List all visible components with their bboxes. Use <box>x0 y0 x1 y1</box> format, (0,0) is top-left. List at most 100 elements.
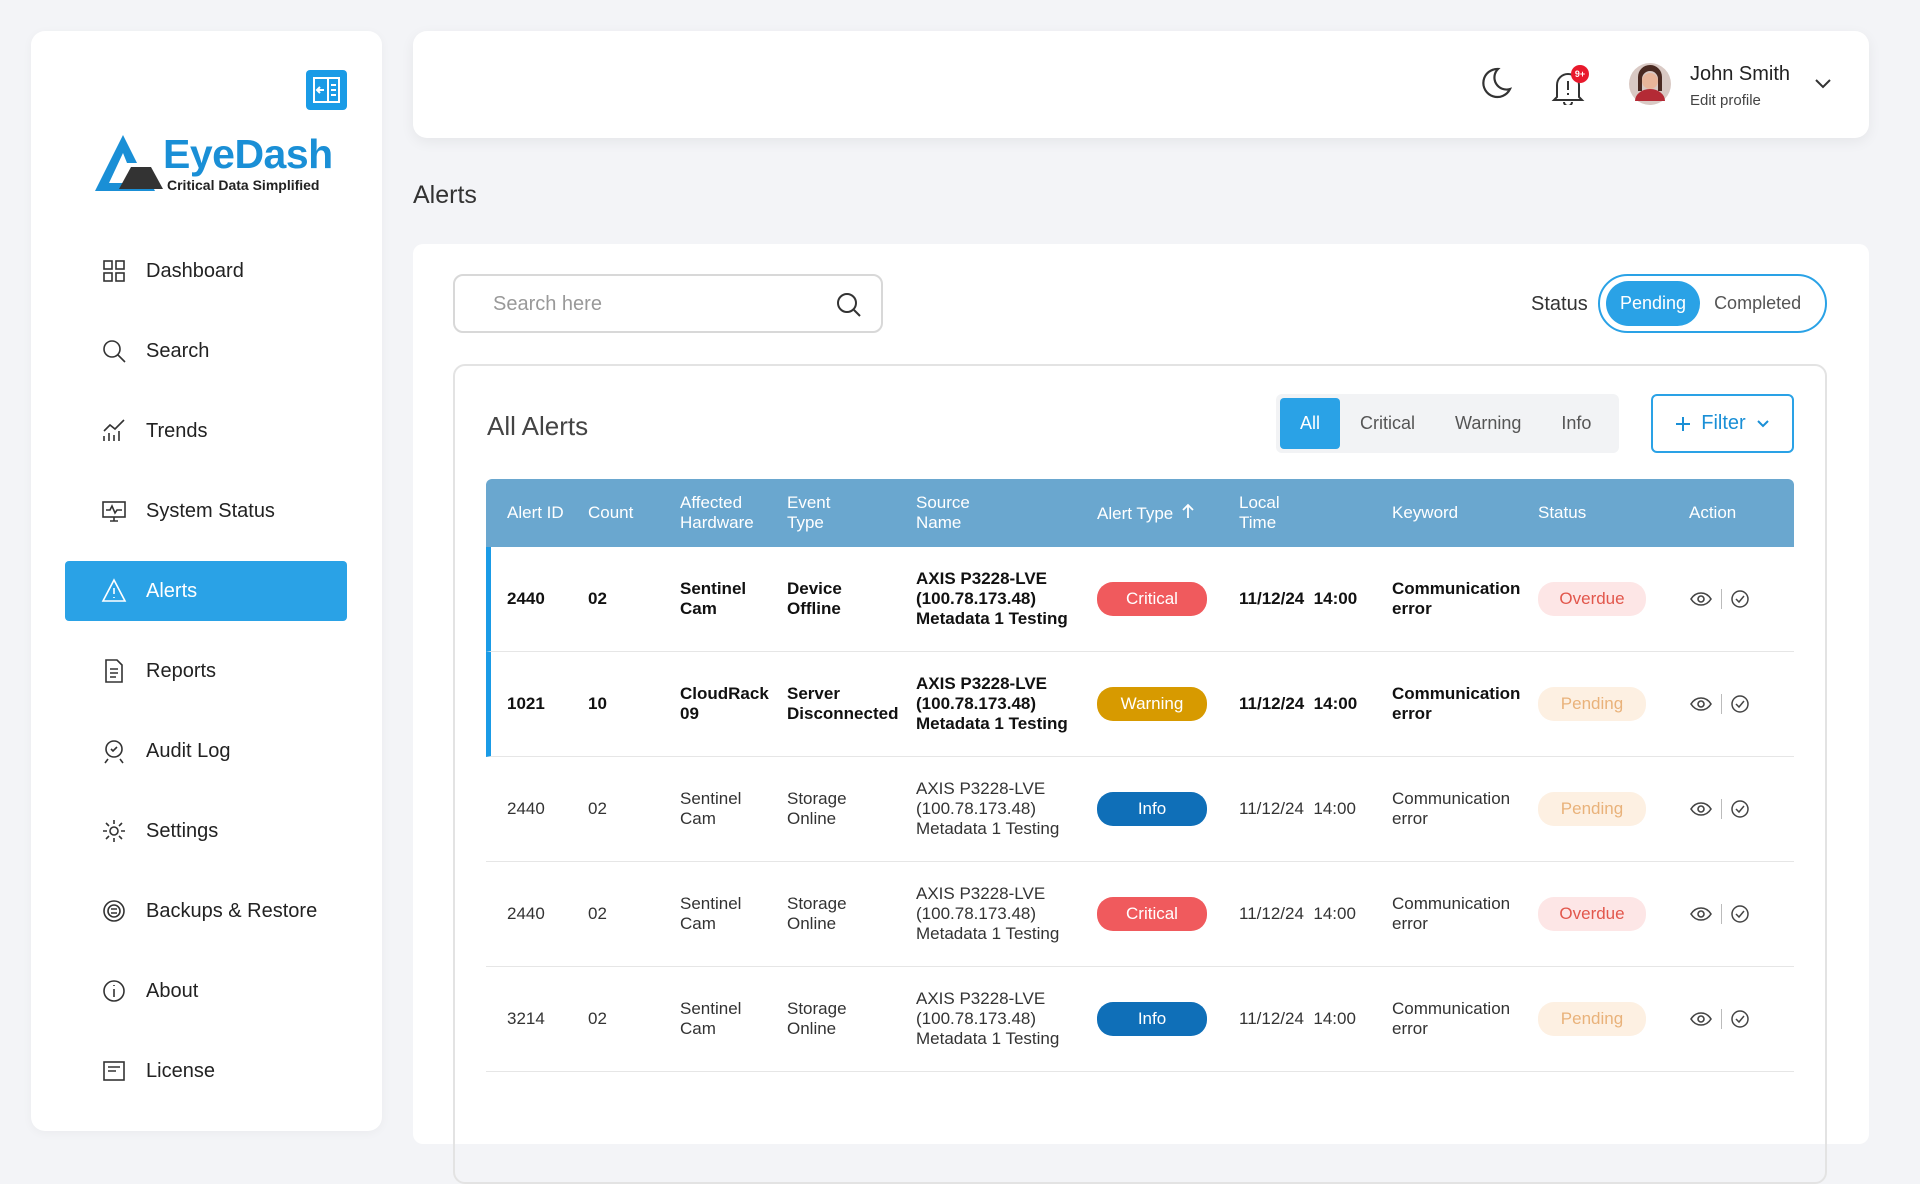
view-action[interactable] <box>1689 695 1713 713</box>
column-header: Alert ID <box>507 503 588 523</box>
column-label: Keyword <box>1392 503 1459 522</box>
keyword-cell: Communication error <box>1392 789 1538 829</box>
type-cell: Warning <box>1097 687 1239 721</box>
keyword-cell: Communication error <box>1392 894 1538 934</box>
view-action[interactable] <box>1689 590 1713 608</box>
collapse-button[interactable] <box>306 70 347 110</box>
notification-badge: 9+ <box>1571 65 1589 83</box>
sidebar: EyeDash Critical Data Simplified Dashboa… <box>31 31 382 1131</box>
nav-item[interactable]: Search <box>65 321 347 381</box>
nav-item[interactable]: Settings <box>65 801 347 861</box>
nav-label: System Status <box>146 499 275 522</box>
resolve-action[interactable] <box>1730 1009 1750 1029</box>
status-option[interactable]: Pending <box>1606 281 1701 326</box>
column-header: Affected Hardware <box>680 493 787 533</box>
count: 02 <box>588 1009 607 1028</box>
theme-toggle[interactable] <box>1478 65 1514 101</box>
status-cell: Overdue <box>1538 897 1689 931</box>
status-option[interactable]: Completed <box>1714 293 1802 313</box>
edit-profile[interactable]: Edit profile <box>1690 92 1761 109</box>
nav-label: Trends <box>146 419 208 442</box>
alerts-card: All Alerts All Critical Warning Info Filter… <box>453 364 1827 1184</box>
source-cell: AXIS P3228-LVE (100.78.173.48) Metadata 1 … <box>916 884 1097 944</box>
logo-mark <box>95 135 163 191</box>
nav-label: Audit Log <box>146 739 231 762</box>
column-header: Count <box>588 503 680 523</box>
resolve-action[interactable] <box>1730 904 1750 924</box>
page-title: Alerts <box>413 181 477 209</box>
table-row: 3214 02 Sentinel Cam Storage Online AXIS P32… <box>486 967 1794 1072</box>
type-tab[interactable]: Info <box>1561 413 1592 433</box>
keyword: Communication error <box>1392 999 1511 1038</box>
resolve-action[interactable] <box>1730 589 1750 609</box>
actions <box>1689 904 1794 924</box>
source-cell: AXIS P3228-LVE (100.78.173.48) Metadata 1 … <box>916 779 1097 839</box>
event-cell: Storage Online <box>787 894 916 934</box>
search-icon <box>837 293 861 317</box>
event-type: Storage Online <box>787 999 847 1038</box>
status-toggle: Pending Completed <box>1598 274 1827 333</box>
type-cell: Info <box>1097 792 1239 826</box>
type-tab[interactable]: Warning <box>1455 413 1522 433</box>
hardware: Sentinel Cam <box>680 999 742 1038</box>
column-label: Action <box>1689 503 1737 522</box>
nav-item[interactable]: License <box>65 1041 347 1101</box>
nav-item[interactable]: About <box>65 961 347 1021</box>
nav-icon <box>105 659 123 683</box>
column-label: Alert ID <box>507 503 564 522</box>
filter-button[interactable]: Filter <box>1651 394 1794 453</box>
keyword-cell: Communication error <box>1392 684 1538 724</box>
source-line: AXIS P3228-LVE <box>916 569 1048 588</box>
divider <box>1721 799 1722 819</box>
user-name[interactable]: John Smith <box>1690 63 1791 85</box>
view-action[interactable] <box>1689 1010 1713 1028</box>
nav-item[interactable]: Reports <box>65 641 347 701</box>
keyword-cell: Communication error <box>1392 999 1538 1039</box>
brand: EyeDash <box>163 131 333 177</box>
nav-item[interactable]: Dashboard <box>65 241 347 301</box>
sort-icon[interactable] <box>1181 503 1195 519</box>
source-line: AXIS P3228-LVE <box>916 674 1048 693</box>
actions <box>1689 589 1794 609</box>
count: 10 <box>588 694 607 713</box>
alerts-table: Alert ID Count Affected Hardware Event Type… <box>486 479 1794 1072</box>
keyword: Communication error <box>1392 789 1511 828</box>
hardware-cell: Sentinel Cam <box>680 789 787 829</box>
status-badge: Pending <box>1538 1002 1646 1036</box>
local-time: 11/12/24 14:00 <box>1239 799 1356 818</box>
alert-type-badge: Critical <box>1097 897 1207 931</box>
event-cell: Server Disconnected <box>787 684 916 724</box>
avatar[interactable] <box>1629 63 1671 105</box>
nav-item[interactable]: Alerts <box>65 561 347 621</box>
type-tab[interactable]: Critical <box>1360 413 1416 433</box>
source-cell: AXIS P3228-LVE (100.78.173.48) Metadata 1 … <box>916 989 1097 1049</box>
status-cell: Pending <box>1538 1002 1689 1036</box>
source-line: Metadata 1 Testing <box>916 819 1060 838</box>
column-header: Keyword <box>1392 503 1538 523</box>
nav-item[interactable]: System Status <box>65 481 347 541</box>
source-line: Metadata 1 Testing <box>916 714 1068 733</box>
nav-item[interactable]: Trends <box>65 401 347 461</box>
view-action[interactable] <box>1689 905 1713 923</box>
user-menu[interactable] <box>1814 76 1832 90</box>
resolve-action[interactable] <box>1730 799 1750 819</box>
status-cell: Pending <box>1538 687 1689 721</box>
search-box[interactable]: Search here <box>453 274 883 333</box>
resolve-action[interactable] <box>1730 694 1750 714</box>
type-cell: Critical <box>1097 582 1239 616</box>
count: 02 <box>588 904 607 923</box>
local-time: 11/12/24 14:00 <box>1239 904 1356 923</box>
table-row: 2440 02 Sentinel Cam Storage Online AXIS P32… <box>486 757 1794 862</box>
type-tab[interactable]: All <box>1280 398 1341 449</box>
nav-label: Search <box>146 339 210 362</box>
view-action[interactable] <box>1689 800 1713 818</box>
nav-item[interactable]: Audit Log <box>65 721 347 781</box>
hardware-cell: Sentinel Cam <box>680 579 787 619</box>
column-label: Alert Type <box>1097 503 1174 523</box>
nav-item[interactable]: Backups & Restore <box>65 881 347 941</box>
alert-type-badge: Info <box>1097 1002 1207 1036</box>
actions <box>1689 799 1794 819</box>
column-header: Status <box>1538 503 1689 523</box>
keyword: Communication error <box>1392 684 1521 723</box>
divider <box>1721 904 1722 924</box>
